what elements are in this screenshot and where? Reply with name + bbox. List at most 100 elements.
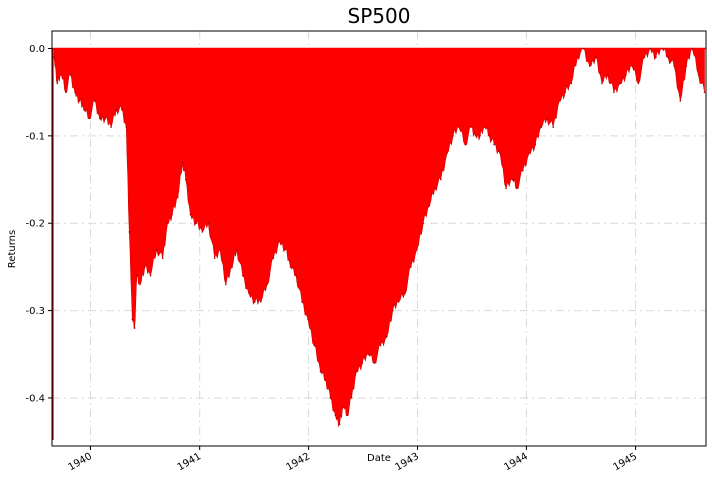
data-point <box>136 274 138 277</box>
data-point <box>139 283 141 286</box>
data-point <box>422 222 425 224</box>
x-tick-label: 1945 <box>612 451 640 473</box>
data-point <box>342 405 345 408</box>
data-point <box>367 353 370 356</box>
data-point <box>410 266 412 268</box>
data-point <box>570 82 573 85</box>
data-point <box>397 301 400 303</box>
data-point <box>386 336 388 338</box>
data-point <box>391 309 394 312</box>
drawdown-area <box>53 47 705 428</box>
x-ticks: 1940 1941 1942 1943 1944 1945 <box>66 446 639 473</box>
data-point <box>266 283 268 286</box>
data-point <box>78 100 81 102</box>
data-point <box>115 108 118 111</box>
data-point <box>558 100 560 102</box>
data-point <box>161 257 164 260</box>
data-point <box>334 414 337 417</box>
data-point <box>338 423 341 426</box>
data-point <box>325 379 327 382</box>
data-point <box>625 73 627 76</box>
x-tick-label: 1942 <box>285 451 313 473</box>
data-point <box>576 56 579 58</box>
data-point <box>582 47 585 50</box>
data-point <box>697 73 700 76</box>
data-point <box>195 222 197 224</box>
x-tick-label: 1943 <box>393 451 421 473</box>
data-point <box>231 266 233 268</box>
data-point <box>667 56 669 58</box>
data-point <box>301 301 303 303</box>
data-point <box>201 231 204 233</box>
data-point <box>428 204 431 207</box>
data-point <box>499 152 501 155</box>
data-point <box>516 187 518 190</box>
data-point <box>446 152 448 155</box>
data-point <box>56 82 59 85</box>
data-point <box>661 47 663 50</box>
data-point <box>133 327 136 329</box>
data-point <box>379 344 382 347</box>
data-point <box>350 397 353 399</box>
data-point <box>74 91 76 93</box>
data-point <box>534 143 537 146</box>
data-point <box>484 126 486 128</box>
data-point <box>319 370 322 373</box>
x-tick-label: 1944 <box>502 451 530 473</box>
data-point <box>272 257 275 260</box>
data-point <box>184 178 187 181</box>
data-point <box>235 248 238 251</box>
chart-title: SP500 <box>348 4 411 28</box>
data-point <box>295 274 297 277</box>
y-tick-label: -0.3 <box>25 306 45 317</box>
data-point <box>470 126 473 128</box>
data-point <box>361 362 364 364</box>
data-point <box>505 187 507 190</box>
data-point <box>125 126 128 128</box>
y-ticks: 0.0 -0.1 -0.2 -0.3 -0.4 <box>25 44 52 404</box>
data-point <box>88 117 91 120</box>
data-point <box>83 108 85 111</box>
y-axis-label: Returns <box>7 230 18 268</box>
area-layer <box>52 47 706 440</box>
data-point <box>464 143 467 146</box>
data-point <box>248 292 250 294</box>
data-point <box>121 108 123 111</box>
data-point <box>649 47 652 50</box>
data-point <box>637 82 640 85</box>
data-point <box>110 126 112 128</box>
data-point <box>685 65 688 67</box>
data-point <box>416 248 418 251</box>
data-point <box>528 152 530 155</box>
data-point <box>93 100 96 102</box>
data-point <box>64 91 67 93</box>
data-point <box>98 117 101 120</box>
y-tick-label: -0.4 <box>25 393 45 404</box>
data-point <box>703 91 706 93</box>
data-point <box>128 231 131 233</box>
data-point <box>69 73 71 76</box>
data-point <box>144 266 146 268</box>
data-point <box>219 248 221 251</box>
data-point <box>511 178 514 181</box>
data-point <box>131 318 134 321</box>
data-point <box>452 135 454 137</box>
data-point <box>546 117 548 120</box>
data-point <box>404 292 406 294</box>
data-point <box>60 73 62 76</box>
data-point <box>189 213 192 216</box>
data-point <box>607 73 609 76</box>
data-point <box>434 187 436 190</box>
data-point <box>155 248 158 251</box>
data-point <box>177 196 179 198</box>
data-point <box>493 143 496 146</box>
data-point <box>241 274 244 277</box>
data-point <box>522 170 524 172</box>
data-point <box>346 414 348 417</box>
data-point <box>373 362 376 364</box>
data-point <box>564 91 566 93</box>
data-point <box>691 47 694 50</box>
data-point <box>289 266 292 268</box>
data-point <box>149 274 152 277</box>
